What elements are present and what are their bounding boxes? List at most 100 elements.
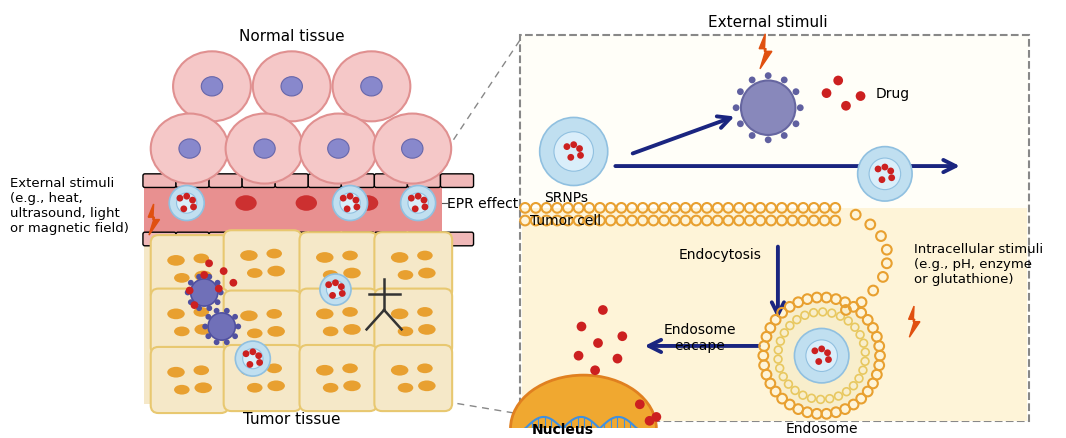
- Circle shape: [567, 155, 575, 161]
- Circle shape: [834, 77, 843, 86]
- Polygon shape: [759, 35, 772, 70]
- Circle shape: [354, 204, 360, 211]
- Ellipse shape: [316, 365, 334, 376]
- Text: Drug: Drug: [875, 87, 909, 101]
- Text: Tumor cell: Tumor cell: [530, 213, 601, 227]
- Ellipse shape: [398, 383, 414, 393]
- FancyBboxPatch shape: [224, 345, 302, 411]
- Circle shape: [236, 341, 271, 376]
- Circle shape: [203, 324, 208, 330]
- Ellipse shape: [268, 266, 285, 277]
- Circle shape: [613, 354, 623, 364]
- Ellipse shape: [194, 324, 212, 335]
- Circle shape: [208, 313, 236, 340]
- Circle shape: [617, 332, 627, 341]
- Circle shape: [196, 306, 203, 311]
- Circle shape: [741, 81, 795, 136]
- Circle shape: [249, 349, 256, 355]
- Text: Endocytosis: Endocytosis: [678, 247, 761, 261]
- Circle shape: [214, 300, 221, 305]
- Ellipse shape: [173, 52, 251, 122]
- Circle shape: [539, 118, 608, 186]
- Circle shape: [875, 166, 882, 173]
- Ellipse shape: [226, 114, 304, 184]
- FancyBboxPatch shape: [242, 233, 275, 246]
- Circle shape: [635, 431, 645, 438]
- Circle shape: [824, 350, 830, 357]
- FancyBboxPatch shape: [224, 231, 302, 297]
- Ellipse shape: [167, 367, 184, 378]
- Circle shape: [408, 195, 415, 202]
- Circle shape: [577, 152, 584, 159]
- Ellipse shape: [357, 196, 378, 211]
- Circle shape: [748, 133, 756, 140]
- FancyBboxPatch shape: [308, 233, 341, 246]
- Circle shape: [232, 334, 238, 339]
- Ellipse shape: [417, 251, 433, 261]
- Circle shape: [593, 339, 603, 348]
- FancyBboxPatch shape: [150, 236, 228, 301]
- Ellipse shape: [343, 381, 360, 391]
- Circle shape: [191, 279, 217, 307]
- Ellipse shape: [194, 366, 209, 375]
- Circle shape: [340, 195, 346, 202]
- Ellipse shape: [343, 268, 360, 279]
- Ellipse shape: [391, 309, 408, 319]
- Text: External stimuli
(e.g., heat,
ultrasound, light
or magnetic field): External stimuli (e.g., heat, ultrasound…: [10, 177, 129, 234]
- Text: SRNPs: SRNPs: [545, 191, 588, 205]
- Circle shape: [183, 193, 190, 200]
- Text: Tumor tissue: Tumor tissue: [243, 411, 340, 426]
- Circle shape: [169, 186, 205, 221]
- Ellipse shape: [398, 271, 414, 280]
- Circle shape: [333, 186, 368, 221]
- Ellipse shape: [167, 255, 184, 266]
- Polygon shape: [148, 205, 160, 236]
- FancyBboxPatch shape: [341, 174, 374, 188]
- Circle shape: [408, 194, 429, 214]
- Circle shape: [189, 197, 196, 204]
- Circle shape: [214, 280, 221, 286]
- Circle shape: [196, 274, 203, 280]
- Circle shape: [229, 279, 238, 287]
- FancyBboxPatch shape: [143, 174, 176, 188]
- FancyBboxPatch shape: [143, 233, 176, 246]
- Text: Intracellular stimuli
(e.g., pH, enzyme
or glutathione): Intracellular stimuli (e.g., pH, enzyme …: [914, 242, 1044, 285]
- Circle shape: [806, 340, 838, 371]
- Circle shape: [224, 339, 230, 345]
- Circle shape: [206, 334, 211, 339]
- Circle shape: [856, 92, 866, 102]
- Circle shape: [878, 177, 886, 184]
- Circle shape: [401, 186, 436, 221]
- Circle shape: [598, 305, 608, 315]
- Ellipse shape: [268, 326, 285, 337]
- FancyBboxPatch shape: [224, 291, 302, 357]
- Ellipse shape: [253, 52, 330, 122]
- Polygon shape: [908, 307, 920, 337]
- FancyBboxPatch shape: [308, 174, 341, 188]
- Circle shape: [207, 274, 212, 280]
- Circle shape: [764, 137, 772, 144]
- Circle shape: [769, 303, 875, 409]
- FancyBboxPatch shape: [176, 233, 209, 246]
- Circle shape: [732, 105, 740, 112]
- Circle shape: [325, 282, 333, 289]
- FancyBboxPatch shape: [300, 233, 377, 299]
- Ellipse shape: [194, 382, 212, 393]
- Ellipse shape: [247, 328, 262, 339]
- Circle shape: [887, 168, 894, 175]
- Ellipse shape: [174, 273, 190, 283]
- Circle shape: [338, 283, 344, 290]
- Circle shape: [574, 351, 583, 361]
- FancyBboxPatch shape: [150, 289, 228, 355]
- Bar: [144, 174, 442, 233]
- Circle shape: [811, 348, 819, 354]
- Circle shape: [256, 359, 263, 366]
- Ellipse shape: [167, 309, 184, 319]
- Ellipse shape: [266, 309, 282, 319]
- Circle shape: [780, 78, 788, 84]
- FancyBboxPatch shape: [209, 233, 242, 246]
- Circle shape: [353, 197, 359, 204]
- Text: Normal tissue: Normal tissue: [239, 29, 344, 44]
- Ellipse shape: [398, 327, 414, 336]
- Circle shape: [213, 339, 220, 345]
